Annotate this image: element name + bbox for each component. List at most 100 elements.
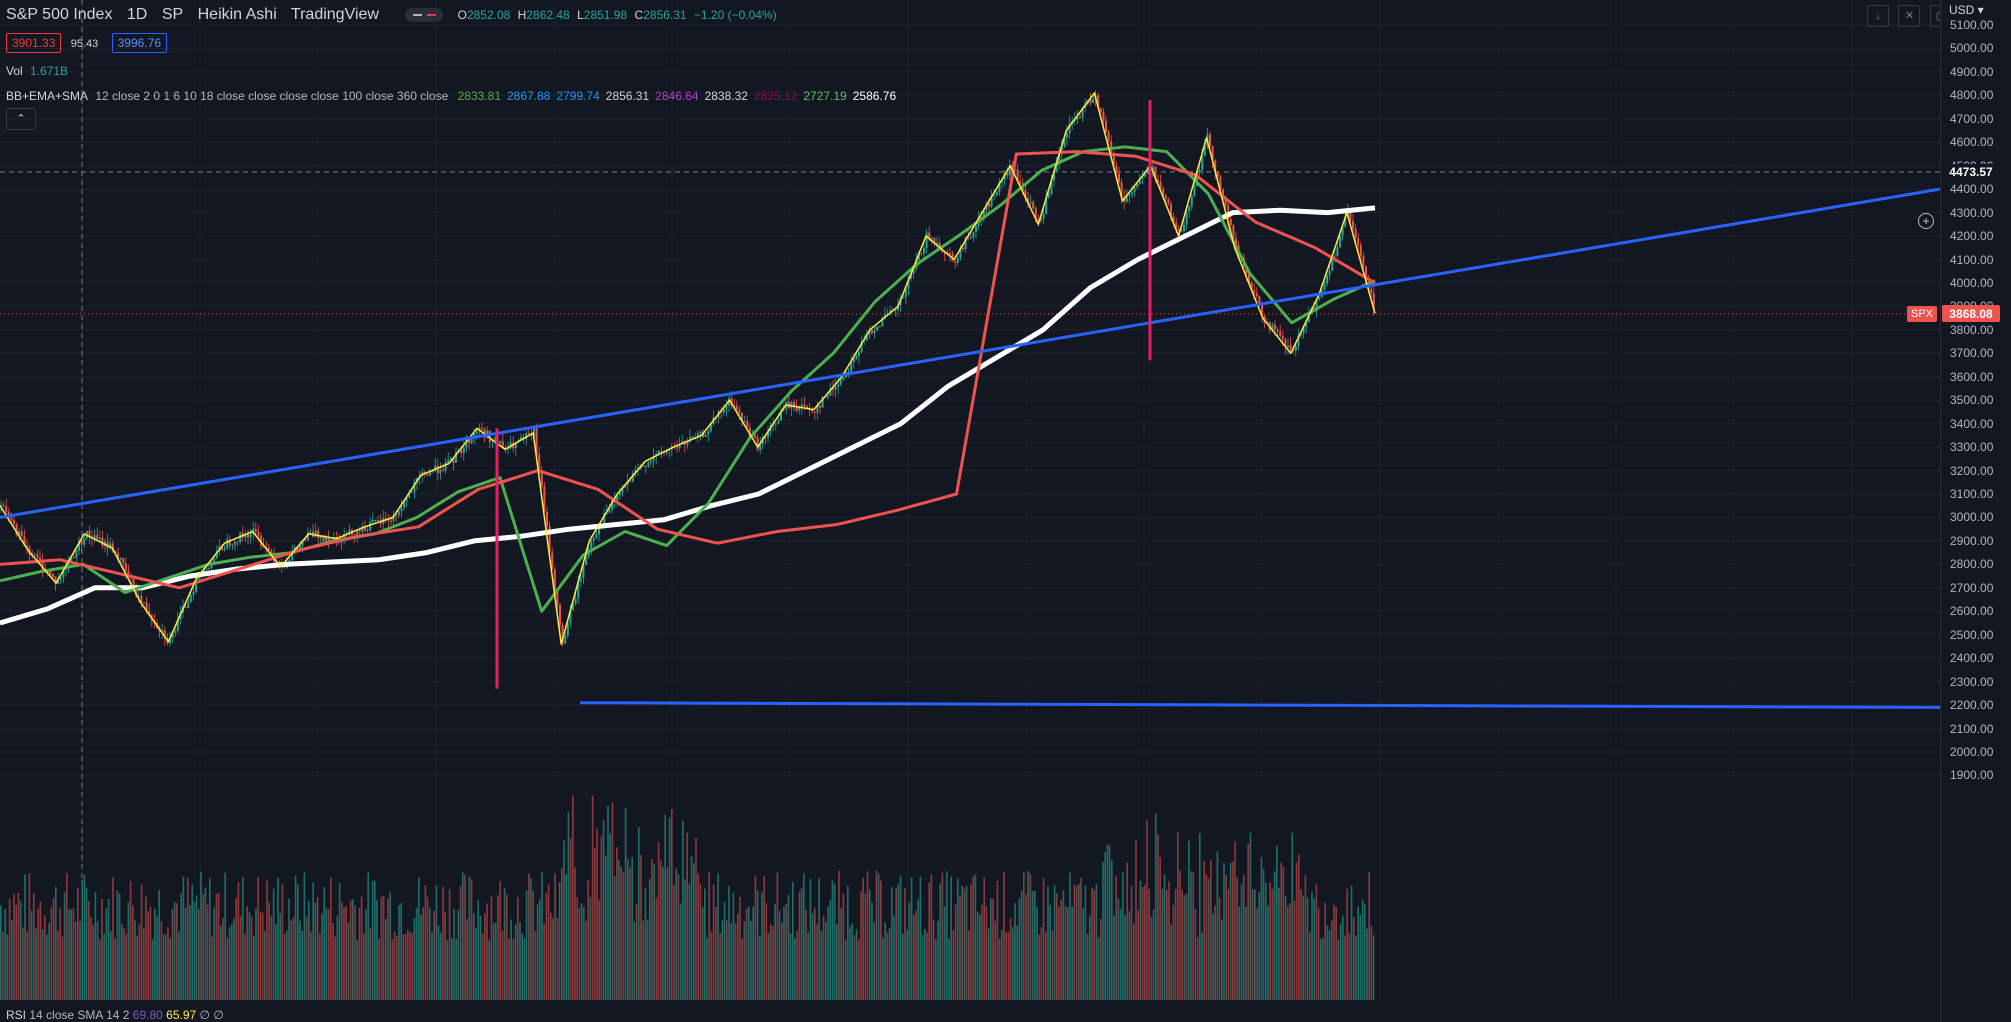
volume-bar (957, 878, 959, 1000)
change-value: −1.20 (−0.04%) (693, 8, 777, 22)
indicator-legend[interactable]: BB+EMA+SMA 12 close 2 0 1 6 10 18 close … (6, 89, 902, 103)
candle-body (137, 595, 140, 597)
symbol-name[interactable]: S&P 500 Index (6, 6, 113, 23)
candle-body (499, 441, 502, 444)
volume-bar (506, 894, 508, 1000)
candle-body (1188, 206, 1191, 212)
candle-body (1162, 188, 1165, 196)
volume-bar (37, 908, 39, 1000)
volume-bar (1027, 871, 1029, 1000)
volume-bar (1370, 926, 1373, 1000)
volume-bar (776, 872, 779, 1000)
candle-body (436, 465, 439, 474)
chart-canvas[interactable] (0, 0, 1940, 1000)
volume-bar (486, 903, 488, 1000)
candle-body (405, 497, 408, 502)
rsi-legend[interactable]: RSI 14 close SMA 14 2 69.80 65.97 ∅ ∅ (6, 1008, 224, 1022)
volume-bar (1212, 913, 1214, 1000)
volume-bar (574, 867, 576, 1000)
candle-body (397, 510, 400, 516)
candle-body (226, 539, 229, 549)
volume-bar (785, 903, 787, 1000)
candle-body (70, 557, 73, 564)
candle-body (283, 566, 286, 568)
close-pane-icon[interactable]: ✕ (1898, 5, 1921, 27)
price-tick: 4900.00 (1950, 64, 1994, 79)
volume-bar (52, 897, 55, 1000)
candle-body (936, 242, 938, 244)
candle-body (124, 562, 127, 571)
candle-body (410, 491, 413, 493)
volume-bar (539, 899, 541, 1000)
volume-bar (253, 935, 255, 1000)
volume-bar (319, 933, 321, 1000)
candle-body (244, 534, 247, 538)
volume-value: 1.671B (30, 64, 69, 78)
candle-body (57, 580, 60, 585)
price-tick: 3700.00 (1950, 346, 1994, 361)
volume-bar (341, 902, 343, 1000)
candle-body (928, 232, 931, 239)
currency-selector[interactable]: USD ▾ (1949, 3, 1984, 17)
volume-bar (297, 884, 299, 1000)
collapse-legend-button[interactable]: ⌃ (6, 108, 36, 130)
candle-body (455, 452, 457, 463)
volume-legend[interactable]: Vol 1.671B (6, 64, 69, 78)
candle-body (707, 431, 710, 435)
buy-price-button[interactable]: 3996.76 (111, 33, 167, 53)
candle-body (933, 237, 936, 244)
candle-body (413, 482, 416, 492)
volume-bar (1146, 820, 1148, 1000)
volume-bar (88, 901, 90, 1000)
volume-bar (866, 871, 869, 1000)
volume-bar (1080, 877, 1082, 1000)
candle-body (1216, 171, 1219, 177)
volume-bar (26, 931, 28, 1000)
chart-type-label[interactable]: Heikin Ashi (197, 6, 277, 23)
candle-body (1164, 195, 1167, 199)
price-tick: 3100.00 (1950, 487, 1994, 501)
candle-body (995, 192, 998, 196)
volume-bar (805, 909, 807, 1000)
price-scale[interactable]: USD ▾ 5100.00 5000.00 4900.00 4800.00 4700.0… (1940, 0, 2011, 1022)
market-status-toggle[interactable] (405, 8, 444, 23)
candle-body (743, 421, 746, 423)
candle-body (291, 552, 294, 560)
candle-body (494, 437, 496, 440)
sell-price-button[interactable]: 3901.33 (6, 33, 62, 53)
candle-body (998, 181, 1001, 193)
candle-body (650, 460, 652, 463)
candle-body (309, 531, 312, 533)
volume-bar (800, 888, 803, 1000)
volume-bar (1223, 863, 1225, 1000)
volume-bar (532, 890, 534, 1000)
add-alert-icon[interactable]: + (1918, 213, 1934, 229)
volume-bar (200, 871, 202, 1000)
candle-body (1292, 349, 1295, 351)
candle-body (925, 232, 928, 248)
candle-body (369, 521, 372, 531)
candle-body (358, 530, 361, 532)
candle-body (93, 534, 96, 540)
candle-body (525, 433, 528, 440)
main-chart-pane[interactable] (0, 0, 1940, 1000)
candle-body (577, 582, 580, 599)
volume-bar (767, 932, 770, 1000)
volume-bar (1005, 932, 1007, 1000)
volume-bar (79, 921, 81, 1000)
volume-bar (877, 873, 880, 1000)
candle-body (1097, 95, 1100, 109)
candle-body (1159, 182, 1162, 189)
candle-body (954, 261, 957, 263)
candle-body (741, 412, 743, 422)
volume-bar (1179, 870, 1181, 1000)
candle-body (1063, 137, 1066, 147)
volume-bar (488, 939, 490, 1000)
move-down-icon[interactable]: ↓ (1867, 5, 1889, 27)
candle-body (221, 546, 223, 551)
volume-bar (501, 930, 504, 1000)
volume-bar (1333, 904, 1335, 1000)
volume-bar (316, 897, 319, 1000)
interval-label[interactable]: 1D (126, 6, 148, 23)
volume-bar (712, 884, 715, 1000)
